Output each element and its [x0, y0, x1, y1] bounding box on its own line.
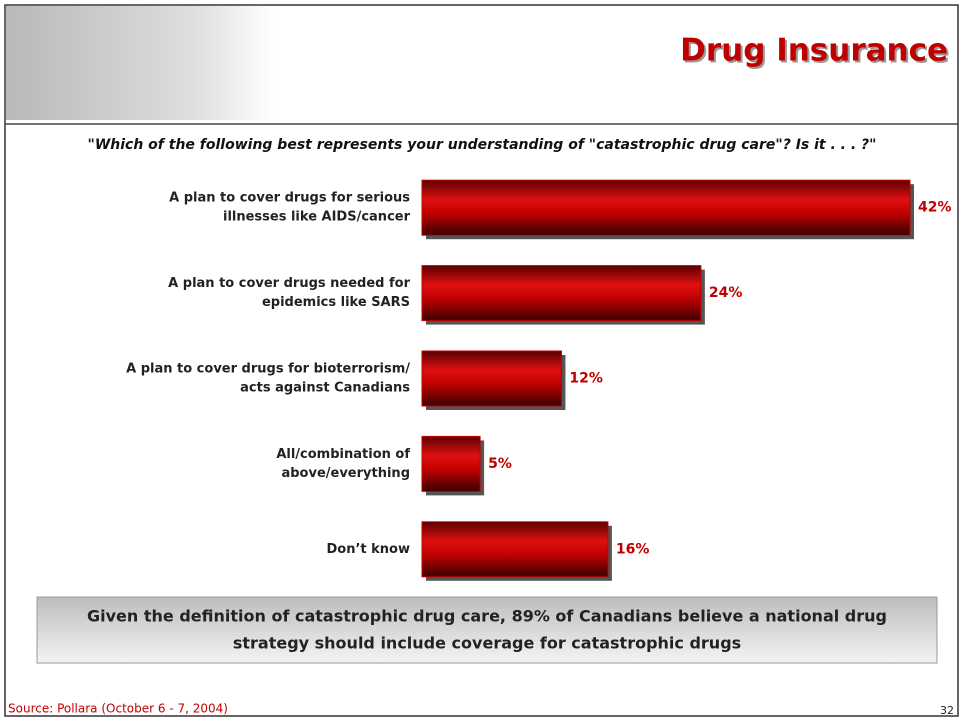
category-label: acts against Canadians	[240, 381, 410, 396]
title-shadow: Drug Insurance	[682, 35, 950, 71]
note-box	[36, 596, 938, 664]
bar	[421, 265, 702, 322]
category-label: epidemics like SARS	[262, 295, 410, 310]
value-label: 16%	[616, 541, 650, 557]
value-label: 42%	[918, 200, 952, 216]
bar	[421, 350, 562, 407]
value-label: 12%	[569, 371, 603, 387]
category-label: illnesses like AIDS/cancer	[223, 210, 411, 225]
category-label: above/everything	[281, 466, 410, 481]
category-label: A plan to cover drugs needed for	[168, 276, 410, 291]
bar	[421, 435, 481, 492]
value-label: 5%	[488, 456, 512, 472]
bar	[421, 179, 911, 236]
header-image	[6, 6, 274, 120]
category-label: All/combination of	[276, 447, 410, 462]
note-line: Given the definition of catastrophic dru…	[87, 607, 887, 626]
source: Source: Pollara (October 6 - 7, 2004)	[8, 702, 228, 716]
bar	[421, 521, 609, 578]
value-label: 24%	[709, 285, 743, 301]
page-number: 32	[940, 704, 954, 717]
frame	[4, 4, 959, 717]
category-label: A plan to cover drugs for bioterrorism/	[126, 362, 410, 377]
note-line: strategy should include coverage for cat…	[233, 634, 741, 653]
question: "Which of the following best represents …	[88, 137, 877, 153]
chart-title: Drug Insurance	[680, 33, 948, 69]
category-label: A plan to cover drugs for serious	[169, 191, 410, 206]
category-label: Don’t know	[327, 542, 411, 557]
